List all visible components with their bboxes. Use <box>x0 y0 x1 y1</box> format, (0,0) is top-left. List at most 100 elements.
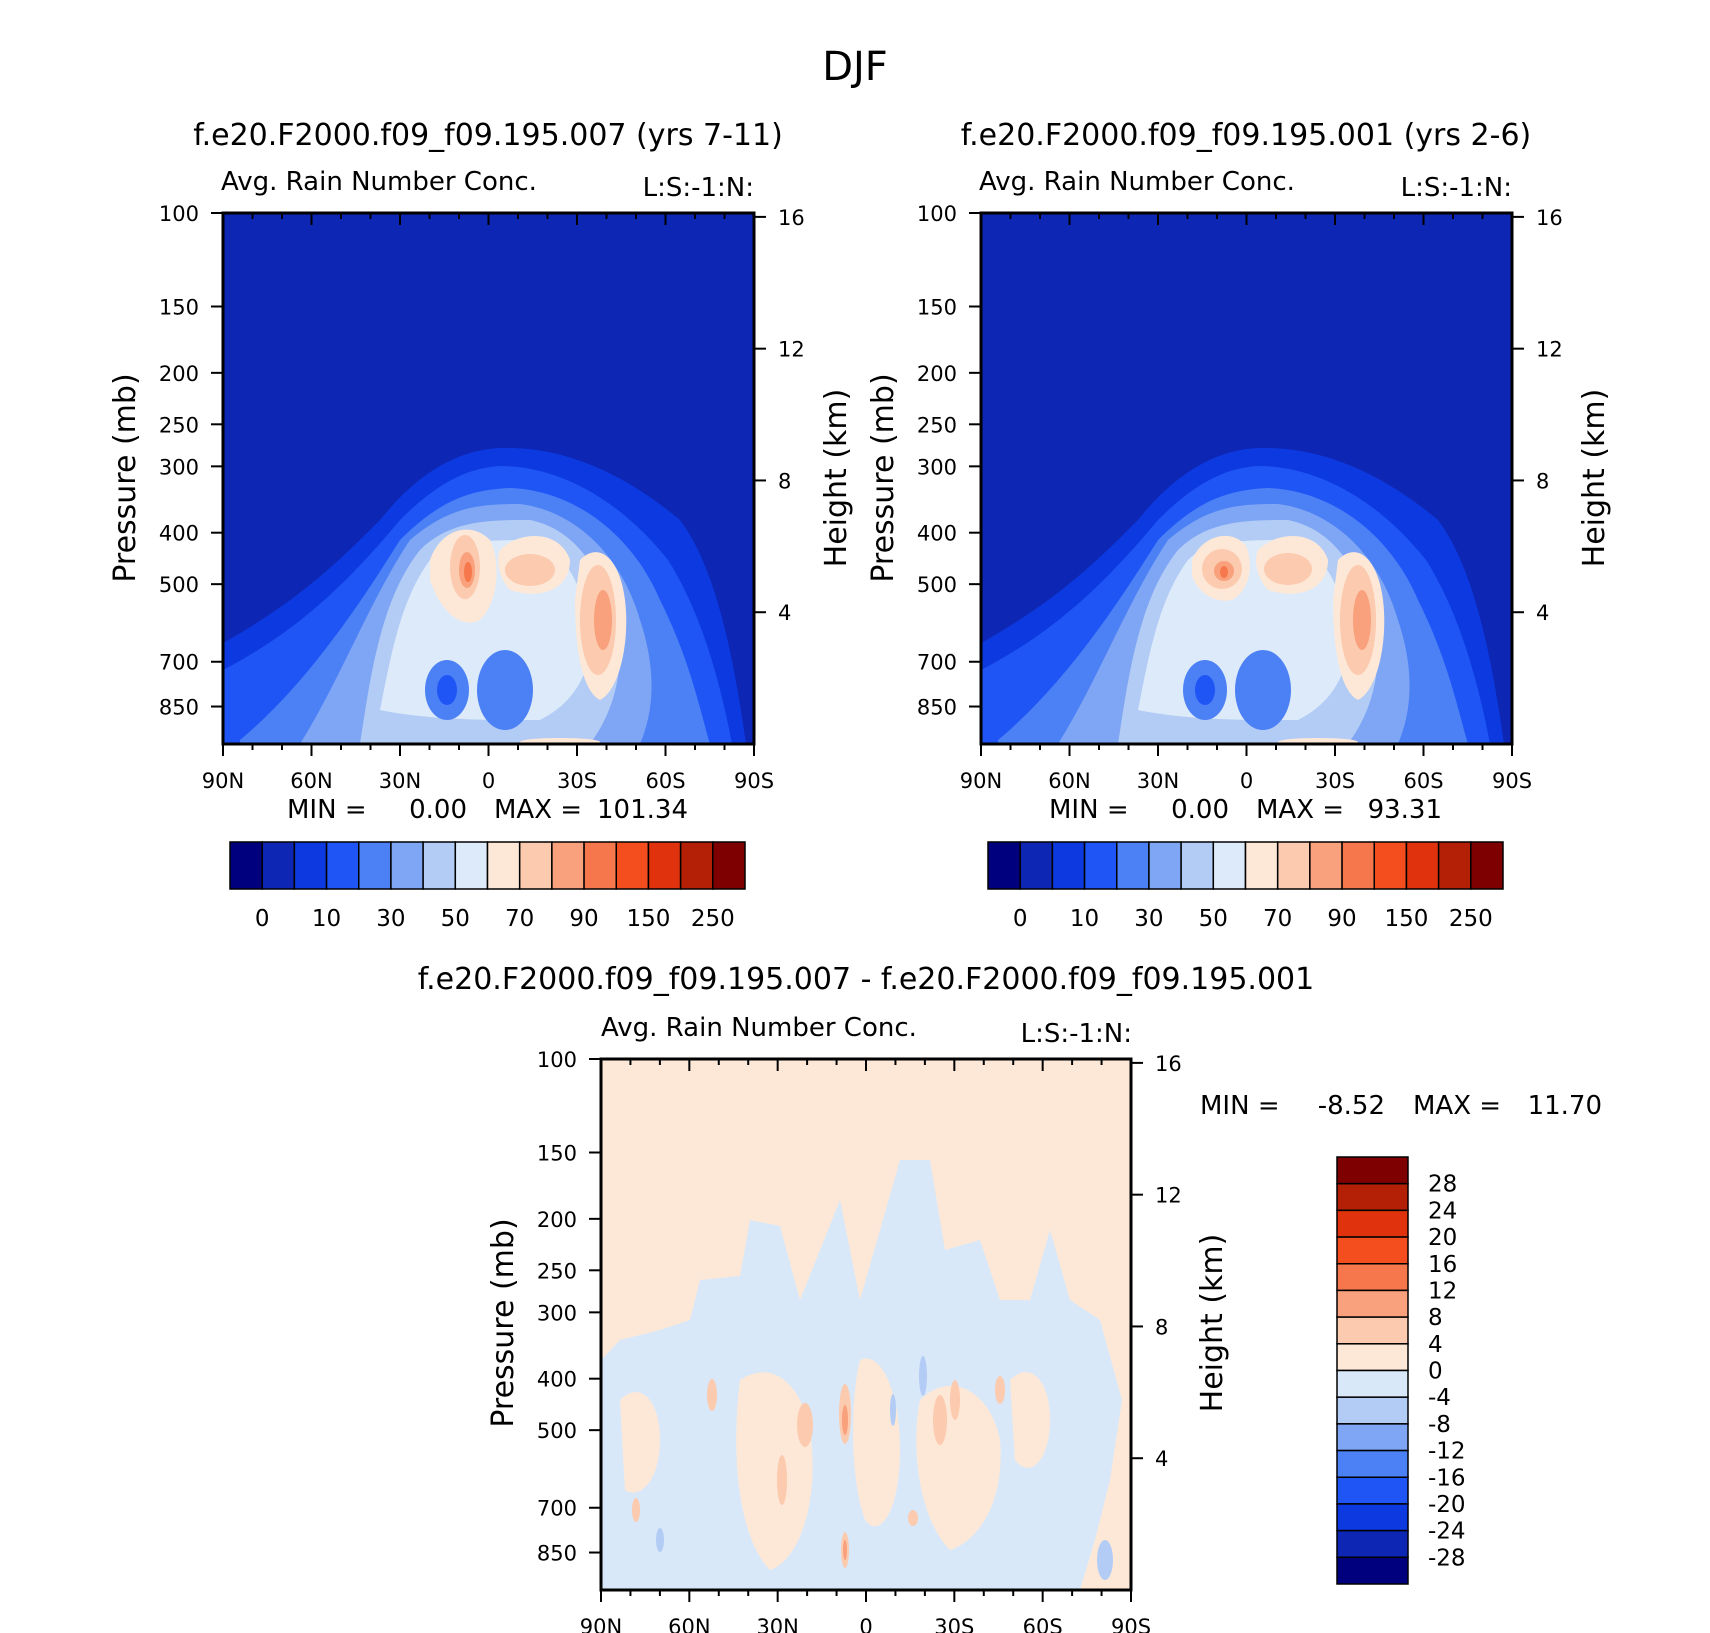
panel-1-y2-axis-label: Height (km) <box>819 389 854 568</box>
panel-1-max-value: 101.34 <box>597 795 688 825</box>
contour-fill <box>950 1380 960 1420</box>
x-tick-label: 60N <box>668 1615 710 1633</box>
y-tick-label: 700 <box>917 651 957 675</box>
colorbar-swatch <box>1019 841 1054 890</box>
contour-fill <box>995 1376 1005 1404</box>
y2-tick-label: 4 <box>778 601 791 625</box>
contour-fill <box>477 650 533 730</box>
x-tick-label: 30N <box>379 769 421 793</box>
y-tick-label: 250 <box>917 413 957 437</box>
y2-tick-label: 16 <box>1536 206 1563 230</box>
panel-2-min-label: MIN = <box>1049 795 1129 825</box>
contour-fill <box>1235 650 1291 730</box>
y-tick-label: 250 <box>159 413 199 437</box>
panel-1-right-string: L:S:-1:N: <box>643 173 754 203</box>
panel-1: f.e20.F2000.f09_f09.195.007 (yrs 7-11) A… <box>108 118 854 932</box>
colorbar-label: 30 <box>376 906 405 932</box>
y-tick-label: 400 <box>917 522 957 546</box>
contour-fill <box>464 562 472 582</box>
colorbar-swatch <box>1336 1369 1409 1398</box>
colorbar-label: 250 <box>1449 906 1493 932</box>
y2-tick-label: 12 <box>1536 338 1563 362</box>
y2-tick-label: 8 <box>778 469 791 493</box>
panel-3-max-label: MAX = <box>1413 1091 1501 1121</box>
panel-3-y-axis-label: Pressure (mb) <box>486 1218 521 1427</box>
colorbar-swatch <box>1309 841 1343 890</box>
colorbar-label: 10 <box>312 906 341 932</box>
contour-fill <box>1220 566 1228 578</box>
colorbar-swatch <box>1083 841 1118 890</box>
y2-tick-label: 4 <box>1155 1447 1168 1471</box>
y-tick-label: 250 <box>537 1259 577 1283</box>
x-tick-label: 30N <box>756 1615 798 1633</box>
contour-fill <box>1264 553 1312 585</box>
colorbar-swatch <box>1336 1476 1409 1505</box>
x-tick-label: 90N <box>960 769 1002 793</box>
contour-fill <box>505 554 555 586</box>
y-tick-label: 150 <box>917 296 957 320</box>
figure-title: DJF <box>822 44 888 90</box>
y-tick-label: 400 <box>537 1368 577 1392</box>
panel-3-y2-axis-label: Height (km) <box>1195 1234 1230 1413</box>
colorbar-swatch <box>358 841 392 890</box>
colorbar-swatch <box>390 841 424 890</box>
colorbar-label: -28 <box>1428 1545 1466 1571</box>
x-tick-label: 60N <box>1048 769 1090 793</box>
colorbar-label: 20 <box>1428 1225 1457 1251</box>
contour-fill <box>736 1372 813 1570</box>
colorbar-label: 0 <box>1013 906 1028 932</box>
y2-tick-label: 12 <box>1155 1184 1182 1208</box>
panel-2-max-label: MAX = <box>1256 795 1344 825</box>
y-tick-label: 200 <box>917 362 957 386</box>
contour-fill <box>1010 1372 1050 1468</box>
panel-1-min-label: MIN = <box>287 795 367 825</box>
colorbar-label: -24 <box>1428 1519 1466 1545</box>
colorbar-swatch <box>1336 1503 1409 1532</box>
colorbar-label: 50 <box>1199 906 1228 932</box>
x-tick-label: 90S <box>1492 769 1532 793</box>
x-tick-label: 60S <box>1023 1615 1063 1633</box>
panel-2-colorbar: 0 10 30 50 70 90 150 250 <box>987 841 1504 932</box>
contour-fill <box>777 1455 787 1505</box>
y2-tick-label: 12 <box>778 338 805 362</box>
y-tick-label: 100 <box>159 202 199 226</box>
colorbar-swatch <box>1148 841 1182 890</box>
panel-1-field <box>223 213 754 744</box>
panel-2-max-value: 93.31 <box>1368 795 1442 825</box>
contour-fill <box>797 1403 813 1447</box>
y-tick-label: 500 <box>537 1419 577 1443</box>
colorbar-label: 16 <box>1428 1252 1457 1278</box>
panel-3-min-label: MIN = <box>1200 1091 1280 1121</box>
colorbar-swatch <box>1336 1396 1409 1425</box>
colorbar-swatch <box>583 841 617 890</box>
x-tick-label: 90N <box>580 1615 622 1633</box>
colorbar-label: 70 <box>1263 906 1292 932</box>
contour-fill <box>656 1528 664 1552</box>
contour-fill <box>908 1510 918 1526</box>
x-tick-label: 30S <box>934 1615 974 1633</box>
y2-tick-label: 4 <box>1536 601 1549 625</box>
y-tick-label: 850 <box>917 696 957 720</box>
colorbar-label: 90 <box>569 906 598 932</box>
colorbar-label: -4 <box>1428 1385 1451 1411</box>
panel-3-min-value: -8.52 <box>1318 1091 1385 1121</box>
colorbar-swatch <box>293 841 328 890</box>
colorbar-label: 30 <box>1134 906 1163 932</box>
panel-2-field <box>981 213 1512 744</box>
panel-3-max-value: 11.70 <box>1528 1091 1602 1121</box>
colorbar-swatch <box>454 841 489 890</box>
contour-fill <box>1353 590 1371 650</box>
colorbar-swatch <box>1373 841 1408 890</box>
contour-fill <box>1097 1540 1113 1580</box>
colorbar-label: 0 <box>255 906 270 932</box>
colorbar-swatch <box>1116 841 1150 890</box>
colorbar-swatch <box>486 841 521 890</box>
panel-1-y-axis-label: Pressure (mb) <box>108 373 143 582</box>
contour-fill <box>620 1392 660 1493</box>
y-tick-label: 150 <box>537 1142 577 1166</box>
x-tick-label: 60N <box>290 769 332 793</box>
y-tick-label: 400 <box>159 522 199 546</box>
x-tick-label: 0 <box>859 1615 872 1633</box>
colorbar-swatch <box>1336 1423 1409 1452</box>
panel-2-y2-axis-label: Height (km) <box>1577 389 1612 568</box>
